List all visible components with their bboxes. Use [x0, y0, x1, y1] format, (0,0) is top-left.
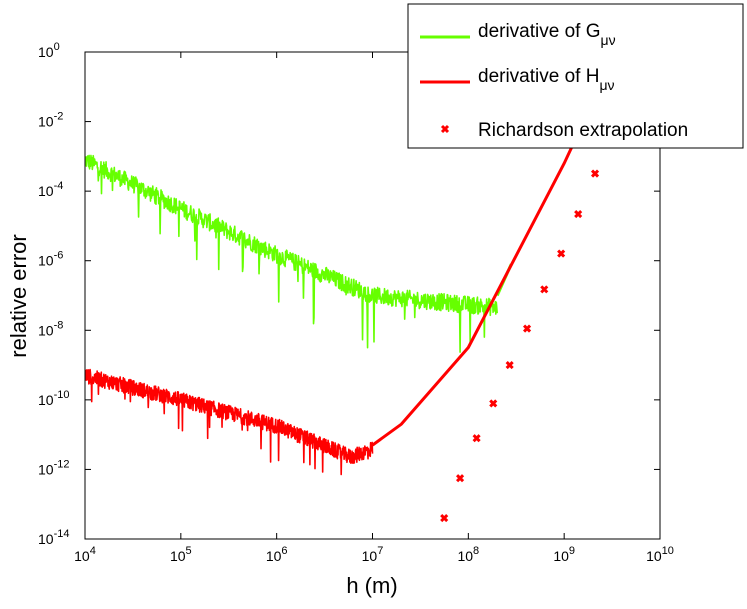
y-tick-base: 10	[38, 183, 54, 199]
legend-label-g-sub: μν	[601, 32, 616, 48]
richardson-point	[456, 474, 465, 483]
richardson-point	[472, 434, 481, 443]
legend-x-marker	[440, 124, 450, 134]
x-tick-base: 10	[457, 548, 473, 564]
x-tick-exponent: 8	[473, 545, 479, 557]
y-tick-base: 10	[38, 253, 54, 269]
y-tick-label: 100	[38, 41, 60, 60]
legend-label-g: derivative of Gμν	[478, 21, 616, 48]
legend-label-h-text: derivative of H	[478, 66, 599, 87]
y-tick-label: 10-14	[38, 528, 69, 547]
x-tick-label: 106	[266, 545, 288, 564]
y-tick-label: 10-12	[38, 458, 69, 477]
legend-marker-richardson	[440, 124, 450, 134]
y-tick-label: 10-2	[38, 111, 63, 130]
y-tick-label: 10-6	[38, 250, 63, 269]
x-tick-label: 109	[553, 545, 575, 564]
y-tick-base: 10	[38, 322, 54, 338]
legend-entry-g: derivative of Gμν	[420, 21, 616, 48]
x-tick-base: 10	[266, 548, 282, 564]
y-tick-exponent: -10	[54, 389, 70, 401]
y-tick-base: 10	[38, 461, 54, 477]
y-tick-label: 10-8	[38, 319, 63, 338]
y-tick-exponent: -14	[54, 528, 70, 540]
legend-box	[407, 3, 744, 149]
y-tick-label: 10-4	[38, 180, 63, 199]
richardson-point	[440, 513, 449, 523]
y-tick-exponent: -8	[54, 319, 64, 331]
x-tick-exponent: 10	[662, 545, 674, 557]
y-tick-exponent: -6	[54, 250, 64, 262]
y-tick-exponent: -12	[54, 458, 70, 470]
y-tick-exponent: -4	[54, 180, 64, 192]
x-tick-label: 108	[457, 545, 479, 564]
y-tick-base: 10	[38, 392, 54, 408]
richardson-point	[574, 209, 583, 219]
legend: derivative of Gμν derivative of Hμν Rich…	[407, 3, 744, 149]
legend-entry-richardson: Richardson extrapolation	[440, 120, 688, 141]
richardson-point	[540, 285, 549, 294]
x-tick-exponent: 6	[281, 545, 287, 557]
x-tick-base: 10	[362, 548, 378, 564]
y-tick-base: 10	[38, 531, 54, 547]
y-tick-exponent: 0	[54, 41, 60, 53]
richardson-point	[590, 169, 600, 178]
series-layer	[85, 120, 600, 523]
richardson-point	[557, 249, 566, 258]
richardson-point	[522, 324, 532, 333]
richardson-point	[489, 399, 498, 408]
x-tick-exponent: 7	[377, 545, 383, 557]
x-tick-base: 10	[74, 548, 90, 564]
x-tick-exponent: 5	[186, 545, 192, 557]
x-tick-exponent: 4	[90, 545, 96, 557]
tick-layer: 104 105 106 107 108 109 101010-1410-1210-1010-…	[38, 41, 674, 564]
series-tail-1	[371, 120, 586, 447]
x-tick-label: 107	[362, 545, 384, 564]
y-tick-label: 10-10	[38, 389, 69, 408]
series-line-0	[85, 154, 498, 353]
y-tick-base: 10	[38, 114, 54, 130]
x-tick-exponent: 9	[569, 545, 575, 557]
x-tick-label: 105	[170, 545, 192, 564]
x-tick-label: 104	[74, 545, 96, 564]
x-tick-base: 10	[646, 548, 662, 564]
series-line-1	[85, 368, 374, 476]
x-tick-base: 10	[553, 548, 569, 564]
x-axis-label: h (m)	[346, 573, 397, 598]
richardson-point	[505, 361, 514, 370]
legend-label-h: derivative of Hμν	[478, 66, 615, 93]
y-tick-base: 10	[38, 44, 54, 60]
legend-entry-h: derivative of Hμν	[420, 66, 615, 93]
y-tick-exponent: -2	[54, 111, 64, 123]
legend-label-g-text: derivative of G	[478, 21, 601, 42]
legend-label-h-sub: μν	[599, 77, 614, 93]
y-axis-label: relative error	[6, 234, 31, 357]
x-tick-base: 10	[170, 548, 186, 564]
legend-label-richardson: Richardson extrapolation	[478, 120, 688, 141]
x-tick-label: 1010	[646, 545, 674, 564]
